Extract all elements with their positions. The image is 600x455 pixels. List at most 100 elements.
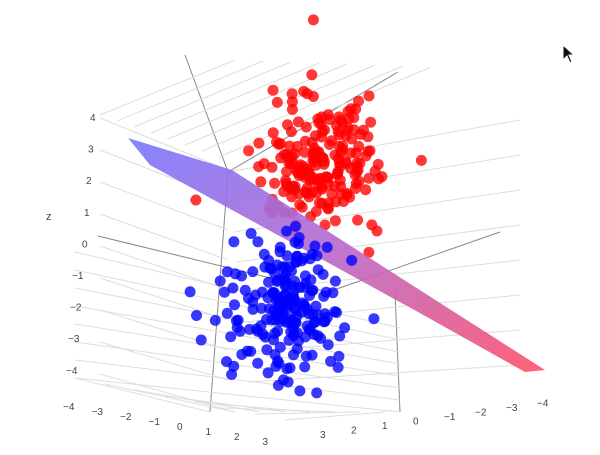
data-point xyxy=(292,116,304,128)
data-point xyxy=(253,137,265,149)
data-point xyxy=(327,287,339,299)
data-point xyxy=(332,361,344,373)
z-tick-label: 2 xyxy=(86,176,92,187)
data-point xyxy=(256,302,267,314)
data-point xyxy=(255,176,267,188)
data-point xyxy=(252,357,264,369)
data-point xyxy=(290,220,301,232)
data-point xyxy=(342,105,354,117)
data-point xyxy=(269,268,281,280)
data-point xyxy=(294,385,306,397)
data-point xyxy=(247,266,259,278)
data-point xyxy=(300,278,311,289)
data-point xyxy=(267,127,279,139)
data-point xyxy=(331,307,342,318)
data-point xyxy=(301,320,313,332)
z-tick-label: −4 xyxy=(66,366,78,377)
data-point xyxy=(231,322,243,334)
data-point xyxy=(219,286,230,298)
data-point xyxy=(272,379,284,391)
data-point xyxy=(286,104,298,115)
grid-line xyxy=(74,377,401,413)
data-point xyxy=(228,236,240,248)
data-point xyxy=(350,178,362,190)
data-point xyxy=(306,136,318,148)
data-point xyxy=(296,201,308,213)
data-point xyxy=(272,355,284,367)
data-point xyxy=(303,308,315,320)
data-point xyxy=(286,96,298,108)
data-point xyxy=(329,275,341,287)
grid-line xyxy=(116,60,264,122)
x-tick-label: −4 xyxy=(63,402,75,413)
data-point xyxy=(274,241,286,253)
data-point xyxy=(306,349,318,361)
grid-line xyxy=(99,117,229,171)
data-point xyxy=(311,146,323,158)
grid-line xyxy=(99,213,229,261)
data-point xyxy=(285,126,297,138)
z-axis-title: z xyxy=(46,211,52,223)
data-point xyxy=(284,140,296,152)
data-point xyxy=(269,327,281,339)
grid-line xyxy=(284,411,386,421)
grid-line xyxy=(74,359,401,401)
grid-line xyxy=(104,383,236,413)
data-point xyxy=(301,182,313,194)
data-point xyxy=(333,129,345,141)
x-tick-label: −2 xyxy=(120,412,132,423)
data-point xyxy=(310,316,322,328)
data-point xyxy=(300,121,312,133)
data-point xyxy=(267,84,279,96)
data-point xyxy=(191,310,202,321)
data-point xyxy=(221,356,232,368)
grid-line xyxy=(227,119,521,173)
data-point xyxy=(368,313,380,325)
data-point xyxy=(293,161,305,173)
data-point xyxy=(364,145,376,157)
data-point xyxy=(338,196,349,207)
data-point xyxy=(229,299,240,311)
x-tick-label: 1 xyxy=(206,427,212,438)
data-point xyxy=(225,331,237,343)
x-tick-label: −1 xyxy=(149,417,161,428)
data-point xyxy=(195,334,207,346)
grid-line xyxy=(99,309,229,351)
data-point xyxy=(325,355,337,367)
data-point xyxy=(243,292,254,304)
data-point xyxy=(282,376,294,388)
data-point xyxy=(271,136,282,148)
frame-line xyxy=(227,71,399,173)
data-point xyxy=(365,116,377,128)
blue-point-cluster xyxy=(184,220,380,399)
data-point xyxy=(372,158,384,170)
data-point xyxy=(292,238,304,250)
data-point xyxy=(190,194,202,206)
data-point xyxy=(255,320,267,332)
data-point xyxy=(299,146,311,158)
data-point xyxy=(311,187,323,199)
grid-line xyxy=(201,65,404,152)
y-tick-label: −1 xyxy=(444,412,456,423)
data-point xyxy=(301,88,313,100)
grid-line xyxy=(74,377,211,413)
mouse-pointer-icon xyxy=(562,44,576,64)
data-point xyxy=(291,250,303,262)
x-tick-label: 0 xyxy=(177,422,183,433)
data-point xyxy=(271,96,283,108)
data-point xyxy=(322,339,334,351)
data-point xyxy=(311,387,323,399)
data-point xyxy=(334,174,346,186)
data-point xyxy=(243,145,255,157)
data-point xyxy=(263,276,275,288)
data-point xyxy=(345,147,357,159)
data-point xyxy=(291,327,303,339)
data-point xyxy=(262,367,274,379)
data-point xyxy=(209,314,221,326)
data-point xyxy=(288,295,300,307)
grid-line xyxy=(99,59,236,116)
data-point xyxy=(184,286,196,298)
grid-line xyxy=(224,407,336,413)
data-point xyxy=(310,300,322,312)
